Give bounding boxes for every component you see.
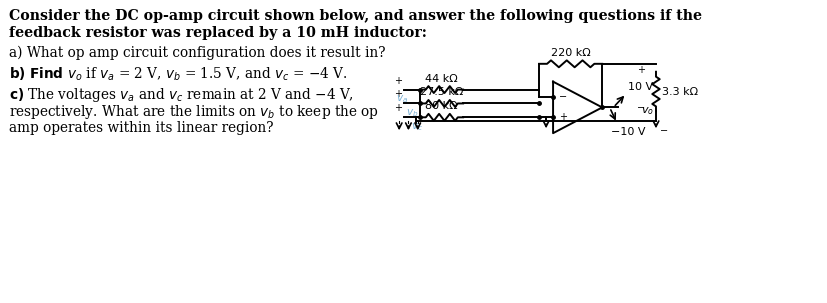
Text: 220 kΩ: 220 kΩ: [550, 48, 590, 58]
Text: +: +: [558, 112, 566, 122]
Text: +: +: [394, 89, 401, 99]
Text: +: +: [394, 103, 401, 113]
Text: $\mathbf{b)}$ $\mathbf{Find}$ $v_o$ if $v_a$ = 2 V, $v_b$ = 1.5 V, and $v_c$ = $: $\mathbf{b)}$ $\mathbf{Find}$ $v_o$ if $…: [9, 66, 347, 83]
Text: +: +: [636, 65, 644, 75]
Text: −: −: [636, 103, 644, 113]
Text: amp operates within its linear region?: amp operates within its linear region?: [9, 121, 273, 135]
Text: 80 kΩ: 80 kΩ: [425, 102, 457, 112]
Text: −: −: [659, 126, 667, 136]
Text: Consider the DC op-amp circuit shown below, and answer the following questions i: Consider the DC op-amp circuit shown bel…: [9, 9, 701, 23]
Text: $v_b$: $v_b$: [405, 107, 418, 119]
Text: a) What op amp circuit configuration does it result in?: a) What op amp circuit configuration doe…: [9, 46, 385, 60]
Text: +: +: [394, 76, 401, 86]
Text: feedback resistor was replaced by a 10 mH inductor:: feedback resistor was replaced by a 10 m…: [9, 26, 426, 40]
Text: 10 V: 10 V: [628, 82, 653, 92]
Text: 44 kΩ: 44 kΩ: [425, 74, 457, 84]
Text: $v_a$: $v_a$: [396, 94, 408, 105]
Text: $\mathbf{c)}$ The voltages $v_a$ and $v_c$ remain at 2 V and $-$4 V,: $\mathbf{c)}$ The voltages $v_a$ and $v_…: [9, 86, 353, 104]
Text: 27.5 kΩ: 27.5 kΩ: [419, 88, 463, 98]
Text: $v_o$: $v_o$: [640, 105, 653, 117]
Text: −10 V: −10 V: [611, 127, 645, 137]
Text: respectively. What are the limits on $v_b$ to keep the op: respectively. What are the limits on $v_…: [9, 103, 379, 122]
Text: −: −: [558, 92, 566, 102]
Text: $v_c$: $v_c$: [411, 121, 423, 133]
Text: 3.3 kΩ: 3.3 kΩ: [661, 87, 697, 97]
